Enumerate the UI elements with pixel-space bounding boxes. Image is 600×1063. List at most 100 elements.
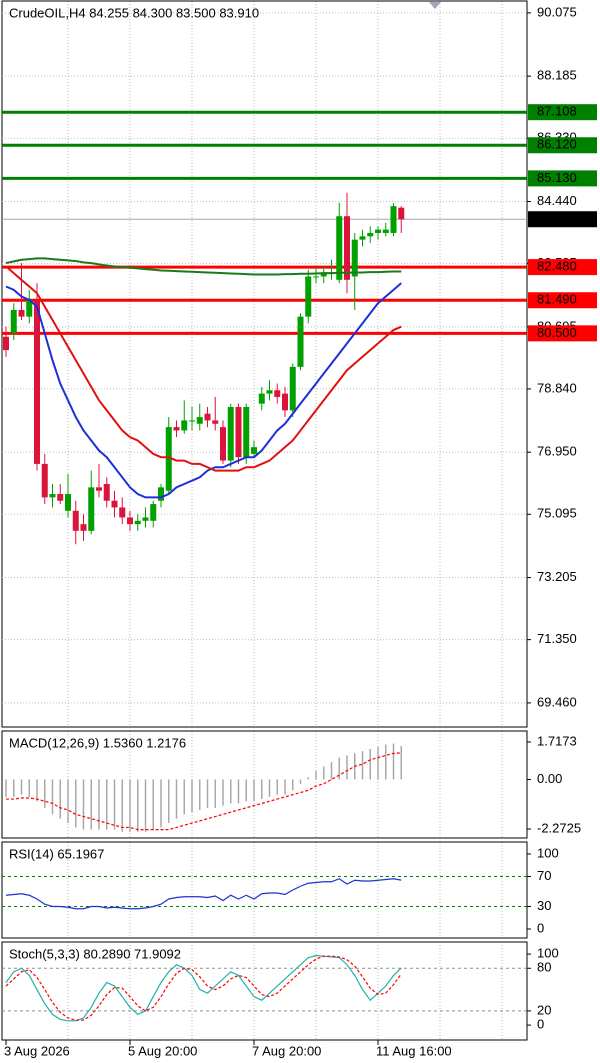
candle-body [18, 309, 25, 317]
candle-body [227, 407, 234, 461]
candle-body [165, 427, 172, 491]
level-tag [528, 259, 597, 276]
candle-body [336, 216, 343, 280]
last-price-label: 83.910 [537, 211, 577, 226]
y-tick-label: 1.7173 [537, 733, 577, 748]
y-tick-label: 20 [537, 1002, 551, 1017]
moving-average [5, 265, 402, 472]
panel-frame [1, 730, 528, 839]
y-tick-label: -2.2725 [537, 820, 581, 835]
candle-body [266, 390, 273, 394]
candle-body [351, 239, 358, 277]
candle-body [367, 232, 374, 237]
candle-body [289, 366, 296, 411]
candle-body [251, 447, 257, 454]
y-tick-label: 80 [537, 960, 551, 975]
candle-body [10, 309, 17, 334]
y-tick-label: 30 [537, 898, 551, 913]
candle-body [220, 427, 226, 461]
candle-body [88, 487, 95, 531]
candle-body [204, 413, 211, 421]
candle-body [297, 316, 304, 367]
x-tick-label: 7 Aug 20:00 [252, 1043, 321, 1058]
level-tag [528, 137, 597, 154]
level-tag [528, 104, 597, 121]
moving-average [5, 282, 402, 499]
candle-body [65, 494, 71, 511]
y-tick-label: 0 [537, 920, 544, 935]
candle-body [119, 507, 126, 518]
panel-title: Stoch(5,3,3) 80.2890 71.9092 [9, 946, 181, 961]
candle-body [3, 336, 9, 351]
candle-body [57, 494, 64, 501]
y-tick-label: 0.00 [537, 771, 562, 786]
candle-body [181, 420, 188, 431]
level-label: 81.490 [537, 292, 577, 307]
candle-body [41, 463, 48, 498]
level-tag [528, 325, 597, 342]
moving-average [5, 257, 402, 276]
y-tick-label: 100 [537, 845, 559, 860]
level-label: 87.108 [537, 104, 577, 119]
candle-body [158, 487, 164, 501]
panel-frame [1, 0, 528, 728]
level-tag [528, 170, 597, 187]
x-tick-label: 5 Aug 20:00 [128, 1043, 197, 1058]
y-tick-label: 70 [537, 868, 551, 883]
candle-body [196, 417, 203, 424]
x-tick-label: 11 Aug 16:00 [376, 1043, 452, 1058]
indicator-line [5, 954, 402, 1022]
y-tick-label: 75.095 [537, 506, 577, 521]
candle-body [34, 299, 40, 464]
candle-body [173, 427, 180, 431]
candle-body [142, 517, 149, 521]
candle-body [49, 494, 56, 498]
candle-body [359, 236, 366, 240]
candle-body [103, 483, 110, 501]
candle-body [26, 299, 33, 317]
last-price-tag [528, 211, 597, 228]
level-label: 86.120 [537, 137, 577, 152]
y-tick-label: 88.185 [537, 68, 577, 83]
y-tick-label: 100 [537, 946, 559, 961]
candle-body [320, 273, 327, 277]
panel-title: CrudeOIL,H4 84.255 84.300 83.500 83.910 [9, 5, 259, 20]
candle-body [235, 407, 242, 458]
level-tag [528, 292, 597, 309]
indicator-line [5, 878, 402, 910]
y-tick-label: 71.350 [537, 631, 577, 646]
candle-body [282, 393, 288, 411]
panel-title: RSI(14) 65.1967 [9, 846, 104, 861]
candle-body [313, 276, 319, 278]
candle-body [258, 393, 265, 404]
x-tick-label: 3 Aug 2026 [4, 1043, 70, 1058]
candle-body [305, 276, 312, 317]
y-tick-label: 90.075 [537, 4, 577, 19]
candle-body [80, 524, 87, 531]
y-tick-label: 0 [537, 1017, 544, 1032]
candle-body [243, 407, 250, 458]
indicator-line [5, 955, 402, 1021]
y-tick-label: 73.205 [537, 569, 577, 584]
candle-body [390, 206, 397, 233]
y-tick-label: 78.840 [537, 380, 577, 395]
candle-body [212, 420, 219, 424]
level-label: 80.500 [537, 325, 577, 340]
candle-body [344, 216, 350, 280]
candle-body [189, 420, 195, 422]
level-label: 82.480 [537, 259, 577, 274]
candle-body [150, 504, 157, 521]
y-tick-label: 84.440 [537, 193, 577, 208]
y-tick-label: 76.950 [537, 444, 577, 459]
candle-body [134, 520, 141, 525]
scroll-marker [429, 2, 441, 9]
candle-body [398, 207, 405, 220]
candle-body [111, 500, 118, 508]
candle-body [72, 510, 79, 531]
level-label: 85.130 [537, 170, 577, 185]
candle-body [382, 229, 389, 233]
candle-body [96, 487, 102, 491]
